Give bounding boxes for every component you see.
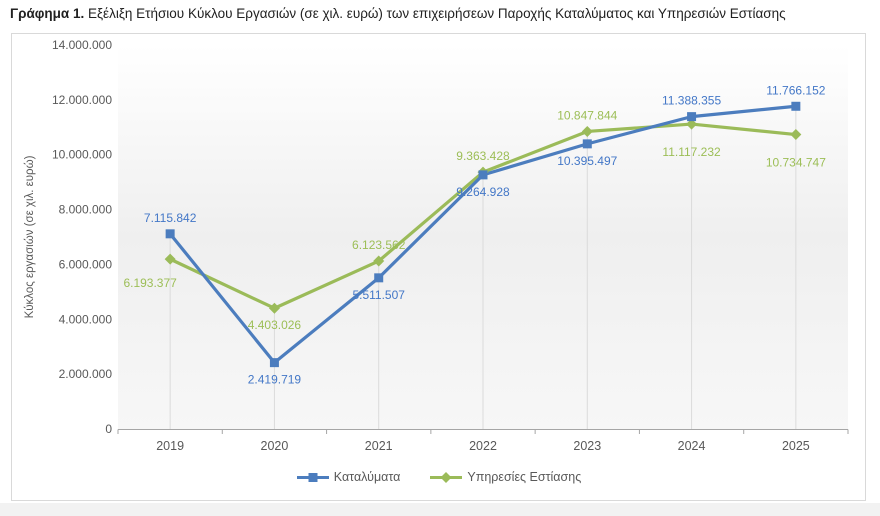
y-tick-label: 8.000.000 [59,203,113,217]
y-tick-label: 14.000.000 [52,38,112,52]
x-tick-label: 2020 [261,439,289,453]
data-point-label: 11.766.152 [766,83,825,97]
data-point-label: 10.847.844 [557,108,617,122]
y-tick-label: 6.000.000 [59,257,113,271]
data-point-label: 11.388.355 [662,94,721,108]
chart-title-number: Γράφημα 1. [10,6,85,21]
data-point-marker [581,125,593,137]
data-point-label: 10.734.747 [766,156,826,170]
legend-item-estiasis: Υπηρεσίες Εστίασης [430,470,581,484]
data-point-label: 7.115.842 [144,211,197,225]
data-point-label: 9.363.428 [456,149,510,163]
x-tick-label: 2023 [573,439,601,453]
chart-title-text: Εξέλιξη Ετήσιου Κύκλου Εργασιών (σε χιλ.… [84,6,786,21]
data-point-label: 10.395.497 [557,154,617,168]
chart-title: Γράφημα 1. Εξέλιξη Ετήσιου Κύκλου Εργασι… [10,6,870,23]
data-point-marker [790,129,802,141]
y-tick-label: 0 [105,422,112,436]
chart-legend: Καταλύματα Υπηρεσίες Εστίασης [11,470,867,484]
y-tick-label: 12.000.000 [52,93,112,107]
y-tick-label: 4.000.000 [59,312,113,326]
data-point-label: 6.123.562 [352,238,406,252]
page-bottom-strip [0,503,880,516]
data-point-marker [791,101,801,111]
data-point-marker [164,253,176,265]
legend-line-diamond-icon [430,471,463,483]
legend-label-katalimata: Καταλύματα [333,470,401,484]
x-tick-label: 2022 [469,439,497,453]
data-point-label: 6.193.377 [123,276,177,290]
x-tick-label: 2025 [782,439,810,453]
data-point-label: 9.264.928 [456,185,510,199]
data-point-marker [582,139,592,149]
data-point-label: 2.419.719 [248,373,302,387]
data-point-marker [373,255,385,267]
data-point-marker [686,118,698,130]
y-axis-title: Κύκλος εργασιών (σε χιλ. ευρώ) [24,155,36,319]
data-point-marker [374,273,384,283]
data-point-marker [269,358,279,368]
data-point-label: 11.117.232 [662,145,721,159]
x-tick-label: 2019 [156,439,184,453]
legend-line-square-icon [296,472,329,482]
legend-label-estiasis: Υπηρεσίες Εστίασης [467,470,582,484]
x-tick-label: 2021 [365,439,393,453]
x-tick-label: 2024 [678,439,706,453]
data-point-marker [165,229,175,239]
data-point-marker [478,170,488,180]
y-tick-label: 10.000.000 [52,148,112,162]
data-point-label: 5.511.507 [352,288,405,302]
y-tick-label: 2.000.000 [59,367,113,381]
data-point-marker [268,302,280,314]
data-point-marker [687,112,697,122]
data-point-label: 4.403.026 [248,318,302,332]
legend-item-katalimata: Καταλύματα [296,470,401,484]
